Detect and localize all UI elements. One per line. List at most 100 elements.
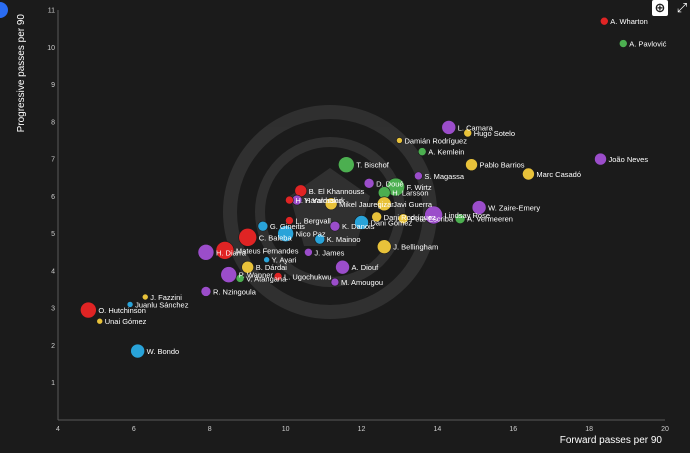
data-point[interactable] (594, 152, 607, 166)
point-label: D. Doué (376, 179, 404, 188)
data-point[interactable] (441, 120, 457, 135)
point-label: W. Zaire-Emery (488, 204, 540, 213)
y-tick-label: 6 (51, 194, 55, 201)
data-point[interactable] (376, 239, 392, 254)
axes (57, 10, 665, 421)
data-point[interactable] (141, 293, 149, 301)
data-point[interactable] (599, 16, 609, 26)
data-point[interactable] (241, 260, 254, 274)
point-label: K. Mainoo (327, 235, 361, 244)
zoom-button[interactable]: ⊕ (652, 0, 668, 16)
point-label: João Neves (609, 155, 649, 164)
point-label: A. Kemlein (428, 148, 464, 157)
point-label: Nico Paz (296, 230, 326, 239)
data-point[interactable] (238, 228, 257, 247)
x-tick-label: 16 (509, 426, 517, 433)
point-label: L. Ugochukwu (284, 273, 332, 282)
data-point[interactable] (414, 171, 423, 181)
data-point[interactable] (263, 256, 270, 264)
y-tick-label: 5 (51, 231, 55, 238)
data-point[interactable] (257, 220, 269, 232)
data-point[interactable] (197, 243, 215, 261)
point-label: C. Baleba (259, 233, 293, 242)
point-label: Juanlu Sánchez (135, 300, 189, 309)
data-point[interactable] (130, 343, 145, 359)
point-label: Mateus Fernandes (236, 246, 299, 255)
point-label: P. Wanner (239, 271, 274, 280)
data-point[interactable] (471, 200, 487, 215)
y-tick-label: 9 (51, 82, 55, 89)
x-tick-label: 20 (661, 426, 669, 433)
point-label: A. Vermeeren (467, 215, 513, 224)
point-label: H. Larsson (392, 189, 428, 198)
data-point[interactable] (220, 266, 238, 283)
data-point[interactable] (354, 215, 369, 230)
data-point[interactable] (335, 259, 350, 275)
data-point[interactable] (618, 39, 628, 48)
data-point[interactable] (200, 286, 212, 297)
point-label: Marc Casadó (536, 170, 581, 179)
y-tick-label: 11 (48, 8, 55, 15)
data-point[interactable] (376, 196, 392, 212)
point-label: F. Wirtz (407, 183, 432, 192)
data-point[interactable] (463, 128, 473, 138)
data-point[interactable] (215, 241, 235, 260)
y-tick-label: 7 (51, 157, 55, 164)
point-label: H. Haraldsson (295, 196, 343, 205)
data-point[interactable] (522, 167, 535, 181)
data-point[interactable] (424, 205, 443, 225)
status-dot-icon (0, 2, 8, 18)
point-label: M. Amougou (341, 278, 383, 287)
y-tick-label: 10 (47, 45, 55, 52)
y-tick-label: 3 (51, 306, 55, 313)
data-point[interactable] (371, 211, 382, 223)
point-label: Javi Guerra (393, 200, 433, 209)
data-point[interactable] (454, 213, 466, 225)
y-tick-label: 2 (51, 343, 55, 350)
x-tick-label: 18 (585, 426, 593, 433)
x-axis-label: Forward passes per 90 (560, 435, 663, 446)
chart-toolbar: ⊕ ⤢ (652, 0, 690, 16)
point-label: B. El Khannouss (309, 187, 365, 196)
point-label: T. Bischof (356, 161, 389, 170)
x-tick-label: 8 (208, 426, 212, 433)
point-label: S. Magassa (424, 172, 464, 181)
data-point[interactable] (329, 220, 341, 232)
data-point[interactable] (273, 272, 283, 281)
data-point[interactable] (285, 216, 294, 225)
data-point[interactable] (285, 195, 294, 205)
x-tick-label: 12 (358, 426, 366, 433)
point-label: A. Pavlović (629, 40, 666, 49)
data-point[interactable] (80, 301, 97, 319)
point-label: G. Gineitis (270, 222, 305, 231)
data-point[interactable] (338, 156, 355, 173)
point-label: J. James (314, 248, 344, 257)
data-point[interactable] (96, 317, 104, 325)
point-label: O. Hutchinson (98, 306, 146, 315)
data-point[interactable] (397, 213, 409, 225)
data-point[interactable] (417, 147, 427, 156)
data-point[interactable] (396, 137, 403, 144)
point-label: H. Diarra (216, 248, 247, 257)
x-tick-label: 10 (282, 426, 290, 433)
point-label: J. Fazzini (150, 293, 182, 302)
data-point[interactable] (304, 247, 313, 257)
y-tick-label: 1 (51, 380, 55, 387)
data-point[interactable] (126, 301, 134, 308)
data-point[interactable] (465, 158, 478, 171)
data-point[interactable] (235, 274, 245, 283)
data-point[interactable] (277, 225, 294, 242)
data-point[interactable] (363, 178, 375, 189)
point-label: R. Nzingoula (213, 287, 257, 296)
point-label: B. Dárdai (256, 263, 288, 272)
point-label: L. Bergvall (295, 217, 331, 226)
data-point[interactable] (314, 233, 326, 245)
point-label: K. Danois (342, 222, 375, 231)
data-point[interactable] (324, 197, 338, 211)
data-point[interactable] (330, 277, 340, 287)
expand-button[interactable]: ⤢ (676, 0, 688, 15)
